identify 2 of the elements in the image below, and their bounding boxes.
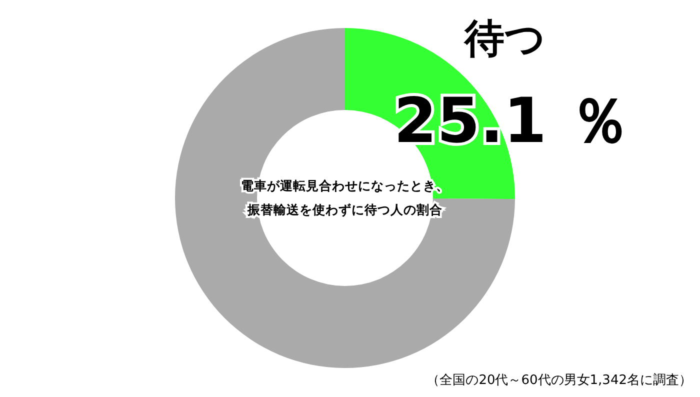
text: （全国の20代～60代の男女1,342名に調査） (426, 373, 692, 388)
slice-label: 待つ (464, 16, 546, 62)
